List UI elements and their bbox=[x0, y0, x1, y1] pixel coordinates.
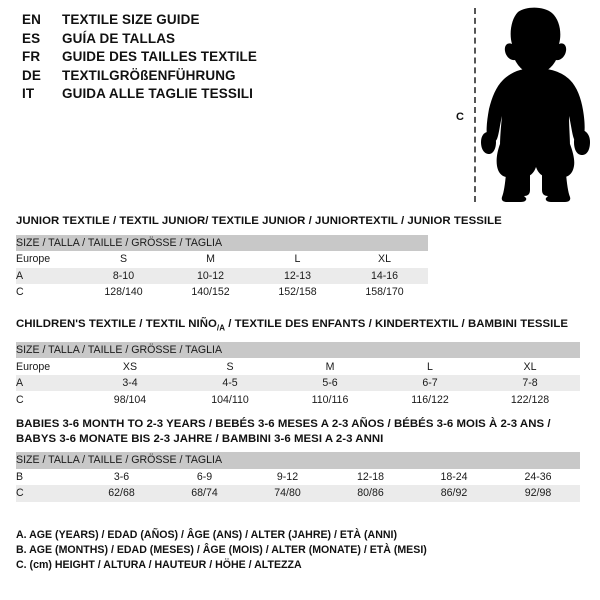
language-code-fr: FR bbox=[22, 49, 41, 65]
junior-size-table: SIZE / TALLA / TAILLE / GRÖSSE / TAGLIA … bbox=[16, 234, 429, 301]
cell: 68/74 bbox=[163, 485, 246, 502]
cell: 80/86 bbox=[329, 485, 412, 502]
junior-band-label: SIZE / TALLA / TAILLE / GRÖSSE / TAGLIA bbox=[16, 234, 429, 251]
language-title-fr: GUIDE DES TAILLES TEXTILE bbox=[62, 49, 258, 65]
row-label: Europe bbox=[16, 358, 80, 375]
cell: S bbox=[180, 358, 280, 375]
cell: 18-24 bbox=[412, 468, 496, 485]
section-title-children: CHILDREN'S TEXTILE / TEXTIL NIÑO/A / TEX… bbox=[16, 317, 580, 336]
cell: 3-6 bbox=[80, 468, 163, 485]
table-row: A 8-10 10-12 12-13 14-16 bbox=[16, 267, 429, 284]
row-label: C bbox=[16, 284, 80, 301]
height-measurement-figure: C bbox=[450, 6, 598, 206]
cell: 12-18 bbox=[329, 468, 412, 485]
cell: 158/170 bbox=[341, 284, 429, 301]
cell: 14-16 bbox=[341, 267, 429, 284]
cell: 9-12 bbox=[246, 468, 329, 485]
babies-band-label: SIZE / TALLA / TAILLE / GRÖSSE / TAGLIA bbox=[16, 452, 581, 469]
cell: 8-10 bbox=[80, 267, 167, 284]
language-title-de: TEXTILGRÖßENFÜHRUNG bbox=[62, 67, 236, 83]
cell: 6-7 bbox=[380, 374, 480, 392]
cell: 5-6 bbox=[280, 374, 380, 392]
cell: 122/128 bbox=[480, 391, 581, 408]
babies-size-table: SIZE / TALLA / TAILLE / GRÖSSE / TAGLIA … bbox=[16, 452, 581, 502]
cell: XL bbox=[341, 251, 429, 268]
language-code-en: EN bbox=[22, 12, 41, 27]
cell: 10-12 bbox=[167, 267, 254, 284]
language-row: FR GUIDE DES TAILLES TEXTILE bbox=[22, 49, 442, 68]
table-row: C 128/140 140/152 152/158 158/170 bbox=[16, 284, 429, 301]
section-title-babies-line1: BABIES 3-6 MONTH TO 2-3 YEARS / BEBÉS 3-… bbox=[16, 418, 551, 430]
cell: 86/92 bbox=[412, 485, 496, 502]
height-marker-label: C bbox=[456, 111, 464, 123]
cell: M bbox=[280, 358, 380, 375]
cell: L bbox=[254, 251, 341, 268]
language-row: DE TEXTILGRÖßENFÜHRUNG bbox=[22, 68, 442, 87]
cell: S bbox=[80, 251, 167, 268]
cell: 12-13 bbox=[254, 267, 341, 284]
section-junior-textile: JUNIOR TEXTILE / TEXTIL JUNIOR/ TEXTILE … bbox=[16, 214, 502, 301]
language-title-es: GUÍA DE TALLAS bbox=[62, 30, 176, 46]
cell: 128/140 bbox=[80, 284, 167, 301]
row-label: A bbox=[16, 267, 80, 284]
cell: 140/152 bbox=[167, 284, 254, 301]
children-size-table: SIZE / TALLA / TAILLE / GRÖSSE / TAGLIA … bbox=[16, 341, 581, 408]
table-row: C 62/68 68/74 74/80 80/86 86/92 92/98 bbox=[16, 485, 581, 502]
table-row: C 98/104 104/110 110/116 116/122 122/128 bbox=[16, 391, 581, 408]
section-title-junior: JUNIOR TEXTILE / TEXTIL JUNIOR/ TEXTILE … bbox=[16, 215, 502, 227]
cell: M bbox=[167, 251, 254, 268]
row-label: C bbox=[16, 485, 80, 502]
section-title-children-suffix: / TEXTILE DES ENFANTS / KINDERTEXTIL / B… bbox=[225, 318, 569, 330]
cell: 6-9 bbox=[163, 468, 246, 485]
cell: 98/104 bbox=[80, 391, 180, 408]
toddler-silhouette-icon bbox=[481, 7, 590, 202]
cell: 7-8 bbox=[480, 374, 581, 392]
language-row: ES GUÍA DE TALLAS bbox=[22, 31, 442, 50]
table-row: A 3-4 4-5 5-6 6-7 7-8 bbox=[16, 374, 581, 392]
footnotes-legend: A. AGE (YEARS) / EDAD (AÑOS) / ÂGE (ANS)… bbox=[16, 528, 576, 573]
cell: XL bbox=[480, 358, 581, 375]
row-label: A bbox=[16, 374, 80, 392]
cell: 4-5 bbox=[180, 374, 280, 392]
cell: 116/122 bbox=[380, 391, 480, 408]
language-code-es: ES bbox=[22, 30, 41, 46]
section-title-babies-line2: BABYS 3-6 MONATE BIS 2-3 JAHRE / BAMBINI… bbox=[16, 432, 384, 445]
footnote-c: C. (cm) HEIGHT / ALTURA / HAUTEUR / HÖHE… bbox=[16, 559, 302, 571]
cell: 24-36 bbox=[496, 468, 581, 485]
language-title-en: TEXTILE SIZE GUIDE bbox=[62, 12, 200, 27]
footnote-a: A. AGE (YEARS) / EDAD (AÑOS) / ÂGE (ANS)… bbox=[16, 529, 397, 541]
section-babies-textile: BABIES 3-6 MONTH TO 2-3 YEARS / BEBÉS 3-… bbox=[16, 417, 581, 502]
table-band-row: SIZE / TALLA / TAILLE / GRÖSSE / TAGLIA bbox=[16, 341, 581, 359]
language-row: IT GUIDA ALLE TAGLIE TESSILI bbox=[22, 86, 442, 105]
table-band-row: SIZE / TALLA / TAILLE / GRÖSSE / TAGLIA bbox=[16, 234, 429, 251]
cell: 104/110 bbox=[180, 391, 280, 408]
section-title-children-prefix: CHILDREN'S TEXTILE / TEXTIL NIÑO bbox=[16, 318, 217, 330]
language-header-block: EN TEXTILE SIZE GUIDE ES GUÍA DE TALLAS … bbox=[22, 12, 442, 105]
cell: L bbox=[380, 358, 480, 375]
language-row: EN TEXTILE SIZE GUIDE bbox=[22, 12, 442, 31]
cell: XS bbox=[80, 358, 180, 375]
footnote-b: B. AGE (MONTHS) / EDAD (MESES) / ÂGE (MO… bbox=[16, 544, 427, 556]
row-label: Europe bbox=[16, 251, 80, 268]
children-band-label: SIZE / TALLA / TAILLE / GRÖSSE / TAGLIA bbox=[16, 341, 581, 359]
language-code-it: IT bbox=[22, 86, 35, 102]
row-label: C bbox=[16, 391, 80, 408]
cell: 74/80 bbox=[246, 485, 329, 502]
table-row: Europe S M L XL bbox=[16, 251, 429, 268]
language-title-it: GUIDA ALLE TAGLIE TESSILI bbox=[62, 86, 253, 102]
section-childrens-textile: CHILDREN'S TEXTILE / TEXTIL NIÑO/A / TEX… bbox=[16, 317, 581, 408]
cell: 62/68 bbox=[80, 485, 163, 502]
cell: 92/98 bbox=[496, 485, 581, 502]
cell: 3-4 bbox=[80, 374, 180, 392]
table-row: B 3-6 6-9 9-12 12-18 18-24 24-36 bbox=[16, 468, 581, 485]
cell: 110/116 bbox=[280, 391, 380, 408]
language-code-de: DE bbox=[22, 67, 41, 83]
section-title-children-subscript: /A bbox=[216, 323, 226, 333]
height-dashed-line bbox=[474, 8, 476, 202]
table-band-row: SIZE / TALLA / TAILLE / GRÖSSE / TAGLIA bbox=[16, 452, 581, 469]
cell: 152/158 bbox=[254, 284, 341, 301]
table-row: Europe XS S M L XL bbox=[16, 358, 581, 375]
row-label: B bbox=[16, 468, 80, 485]
